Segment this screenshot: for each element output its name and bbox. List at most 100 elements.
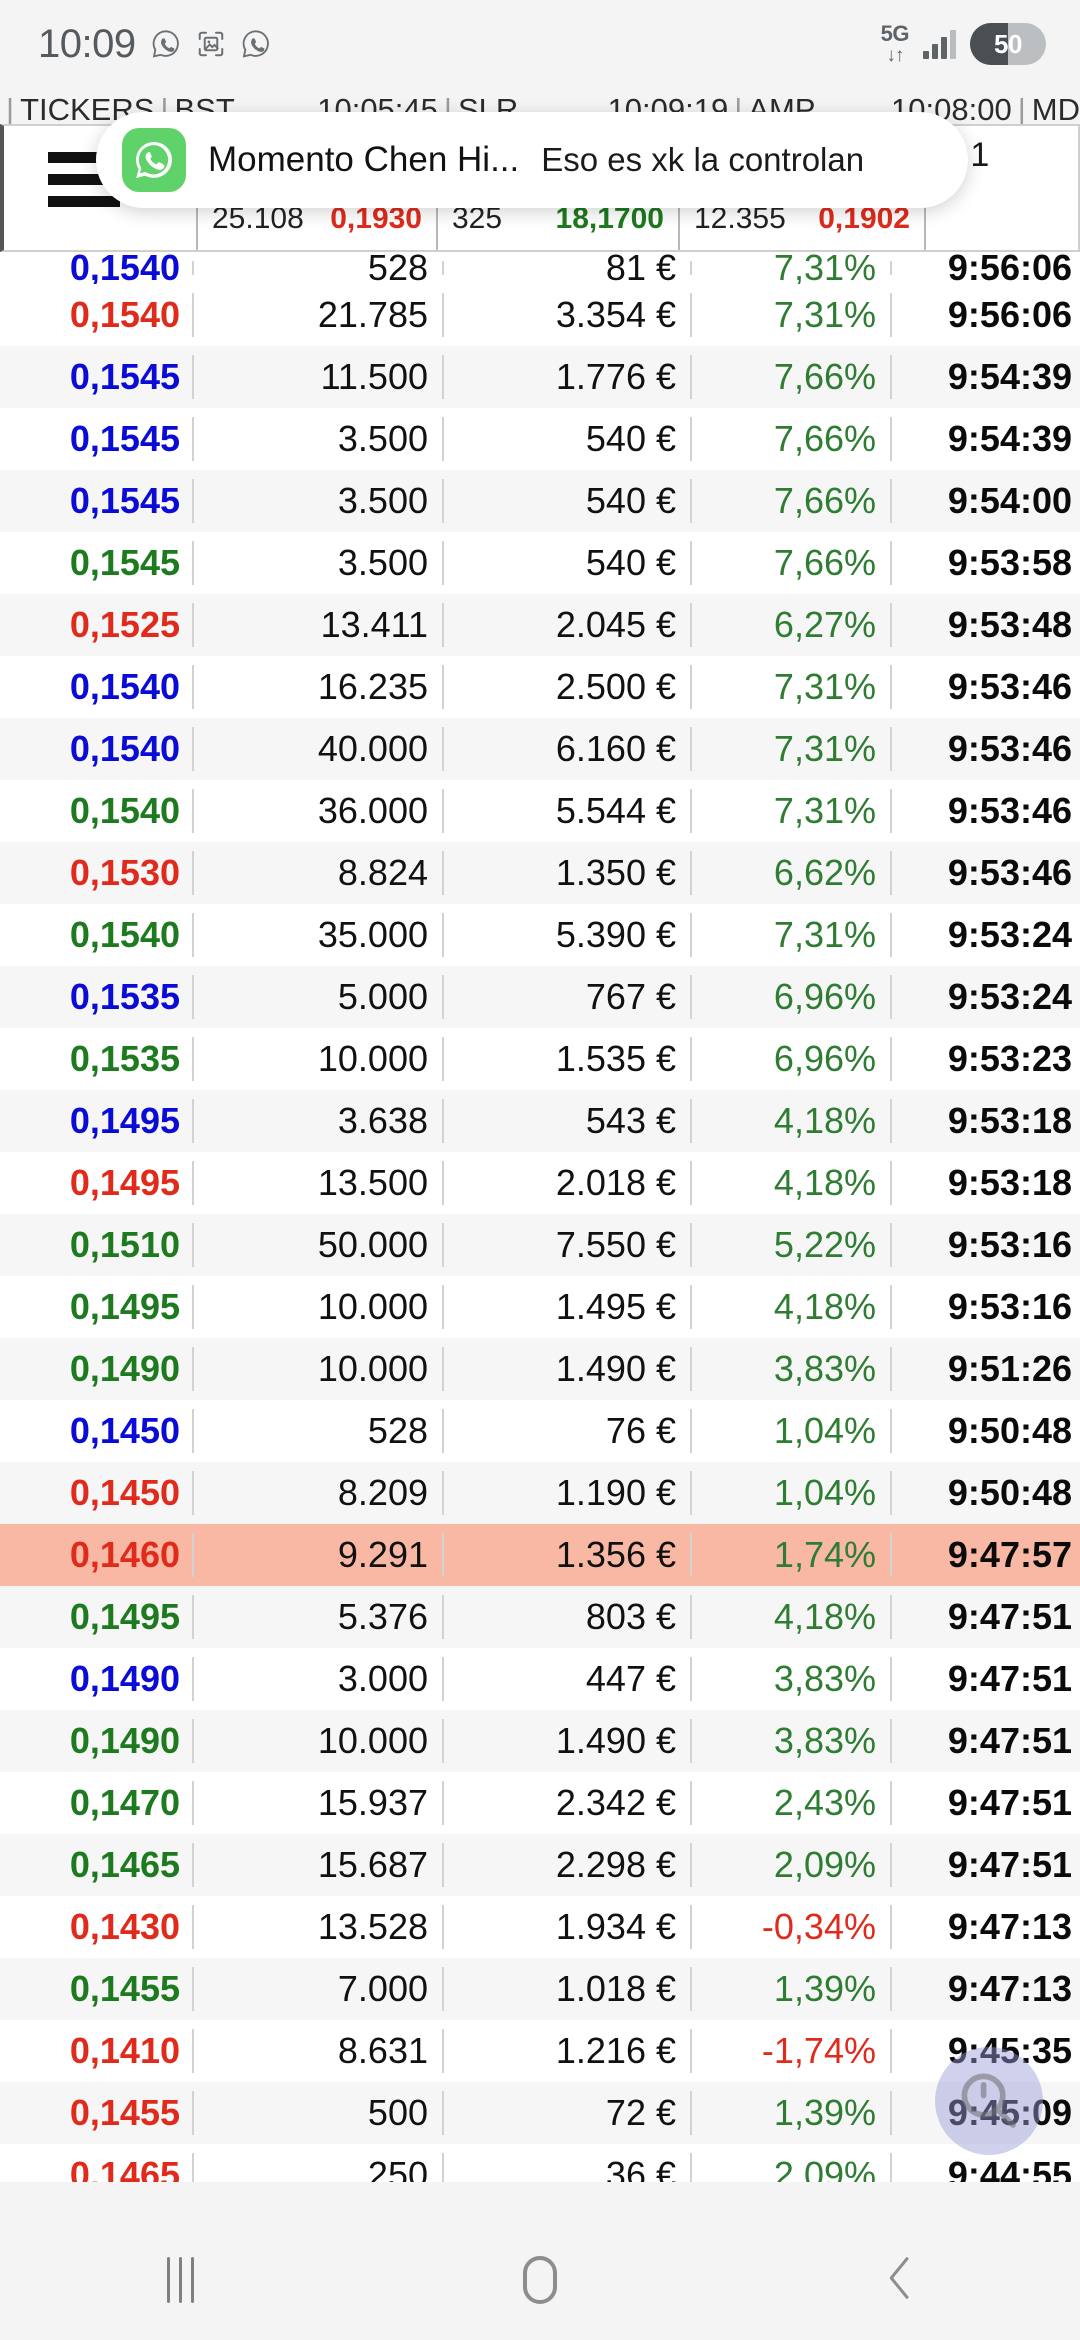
table-row[interactable]: 0,1525 13.411 2.045 €6,27% 9:53:48 xyxy=(0,594,1080,656)
table-row[interactable]: 0,1495 3.638 543 €4,18% 9:53:18 xyxy=(0,1090,1080,1152)
table-row[interactable]: 0,1490 10.000 1.490 €3,83% 9:47:51 xyxy=(0,1710,1080,1772)
home-icon xyxy=(523,2256,557,2304)
cell-price: 0,1470 xyxy=(69,1782,180,1823)
cell-price: 0,1450 xyxy=(69,1472,180,1513)
cell-percent: 7,66% xyxy=(690,470,890,532)
cell-time: 9:53:23 xyxy=(890,1028,1080,1090)
recents-icon xyxy=(166,2257,194,2303)
cell-time: 9:47:51 xyxy=(890,1710,1080,1772)
cell-effective: 3.354 € xyxy=(442,284,690,346)
cell-time: 9:47:57 xyxy=(890,1524,1080,1586)
battery-icon: 50 xyxy=(970,23,1046,65)
table-row[interactable]: 0,1545 11.500 1.776 €7,66% 9:54:39 xyxy=(0,346,1080,408)
table-row[interactable]: 0,1540 528 81 €7,31% 9:56:06 xyxy=(0,252,1080,284)
cell-percent: 4,18% xyxy=(690,1276,890,1338)
cell-volume: 13.500 xyxy=(192,1152,442,1214)
table-row[interactable]: 0,1465 15.687 2.298 €2,09% 9:47:51 xyxy=(0,1834,1080,1896)
table-row[interactable]: 0,1450 528 76 €1,04% 9:50:48 xyxy=(0,1400,1080,1462)
cell-time: 9:45:35 xyxy=(890,2020,1080,2082)
android-nav-bar xyxy=(0,2220,1080,2340)
cell-effective: 540 € xyxy=(442,532,690,594)
ticker-item-name[interactable]: MD xyxy=(1031,92,1080,127)
status-bar-clock: 10:09 xyxy=(38,21,136,66)
cell-effective: 2.045 € xyxy=(442,594,690,656)
cell-volume: 36.000 xyxy=(192,780,442,842)
search-icon xyxy=(961,2073,1016,2128)
table-row[interactable]: 0,1470 15.937 2.342 €2,43% 9:47:51 xyxy=(0,1772,1080,1834)
cell-time: 9:47:13 xyxy=(890,1896,1080,1958)
cell-volume: 50.000 xyxy=(192,1214,442,1276)
cell-price: 0,1540 xyxy=(69,914,180,955)
cell-percent: 7,66% xyxy=(690,346,890,408)
table-row[interactable]: 0,1535 5.000 767 €6,96% 9:53:24 xyxy=(0,966,1080,1028)
home-button[interactable] xyxy=(360,2220,720,2340)
cell-price: 0,1545 xyxy=(69,542,180,583)
hamburger-menu-icon[interactable] xyxy=(48,152,120,218)
table-bottom-gap xyxy=(0,2182,1080,2220)
cell-volume: 8.209 xyxy=(192,1462,442,1524)
cell-percent: 6,27% xyxy=(690,594,890,656)
cell-volume: 16.235 xyxy=(192,656,442,718)
cell-time: 9:53:58 xyxy=(890,532,1080,594)
back-button[interactable] xyxy=(720,2220,1080,2340)
table-row[interactable]: 0,1410 8.631 1.216 € -1,74% 9:45:35 xyxy=(0,2020,1080,2082)
cell-percent: 1,74% xyxy=(690,1524,890,1586)
cell-volume: 40.000 xyxy=(192,718,442,780)
cell-volume: 21.785 xyxy=(192,284,442,346)
cell-volume: 250 xyxy=(192,2144,442,2182)
table-row[interactable]: 0,1545 3.500 540 €7,66% 9:53:58 xyxy=(0,532,1080,594)
table-row[interactable]: 0,1465 250 36 €2,09% 9:44:55 xyxy=(0,2144,1080,2182)
cell-volume: 500 xyxy=(192,2082,442,2144)
table-row[interactable]: 0,1490 3.000 447 €3,83% 9:47:51 xyxy=(0,1648,1080,1710)
cell-price: 0,1540 xyxy=(69,294,180,335)
cell-effective: 2.500 € xyxy=(442,656,690,718)
table-row[interactable]: 0,1455 500 72 €1,39% 9:45:09 xyxy=(0,2082,1080,2144)
cell-volume: 10.000 xyxy=(192,1710,442,1772)
whatsapp-notification[interactable]: Momento Chen Hi... Eso es xk la controla… xyxy=(96,112,968,208)
table-row[interactable]: 0,1460 9.291 1.356 €1,74% 9:47:57 xyxy=(0,1524,1080,1586)
floating-search-bubble[interactable] xyxy=(935,2047,1043,2155)
table-row[interactable]: 0,1450 8.209 1.190 €1,04% 9:50:48 xyxy=(0,1462,1080,1524)
table-row[interactable]: 0,1495 13.500 2.018 €4,18% 9:53:18 xyxy=(0,1152,1080,1214)
cell-volume: 3.500 xyxy=(192,532,442,594)
table-row[interactable]: 0,1510 50.000 7.550 €5,22% 9:53:16 xyxy=(0,1214,1080,1276)
cell-time: 9:53:46 xyxy=(890,780,1080,842)
trades-table[interactable]: 0,1540 528 81 €7,31% 9:56:06 0,1540 21.785 3.3… xyxy=(0,252,1080,2182)
battery-percent: 50 xyxy=(994,28,1022,59)
cell-volume: 3.638 xyxy=(192,1090,442,1152)
cell-price: 0,1545 xyxy=(69,480,180,521)
cell-effective: 1.190 € xyxy=(442,1462,690,1524)
cell-price: 0,1410 xyxy=(69,2030,180,2071)
cell-time: 9:53:16 xyxy=(890,1276,1080,1338)
cell-effective: 1.356 € xyxy=(442,1524,690,1586)
cell-percent: 2,09% xyxy=(690,2144,890,2182)
cell-time: 9:56:06 xyxy=(890,252,1080,284)
cell-volume: 15.687 xyxy=(192,1834,442,1896)
cell-percent: 4,18% xyxy=(690,1152,890,1214)
table-row[interactable]: 0,1535 10.000 1.535 €6,96% 9:53:23 xyxy=(0,1028,1080,1090)
table-row[interactable]: 0,1430 13.528 1.934 € -0,34% 9:47:13 xyxy=(0,1896,1080,1958)
table-row[interactable]: 0,1540 21.785 3.354 €7,31% 9:56:06 xyxy=(0,284,1080,346)
cell-time: 9:50:48 xyxy=(890,1400,1080,1462)
table-row[interactable]: 0,1540 35.000 5.390 €7,31% 9:53:24 xyxy=(0,904,1080,966)
table-row[interactable]: 0,1495 5.376 803 €4,18% 9:47:51 xyxy=(0,1586,1080,1648)
table-row[interactable]: 0,1540 36.000 5.544 €7,31% 9:53:46 xyxy=(0,780,1080,842)
table-row[interactable]: 0,1455 7.000 1.018 €1,39% 9:47:13 xyxy=(0,1958,1080,2020)
cell-volume: 10.000 xyxy=(192,1338,442,1400)
recents-button[interactable] xyxy=(0,2220,360,2340)
cell-volume: 10.000 xyxy=(192,1276,442,1338)
table-row[interactable]: 0,1540 16.235 2.500 €7,31% 9:53:46 xyxy=(0,656,1080,718)
cell-volume: 3.500 xyxy=(192,470,442,532)
table-row[interactable]: 0,1530 8.824 1.350 €6,62% 9:53:46 xyxy=(0,842,1080,904)
cell-time: 9:44:55 xyxy=(890,2144,1080,2182)
network-label: 5G xyxy=(880,21,910,46)
table-row[interactable]: 0,1495 10.000 1.495 €4,18% 9:53:16 xyxy=(0,1276,1080,1338)
cell-time: 9:53:46 xyxy=(890,718,1080,780)
table-row[interactable]: 0,1490 10.000 1.490 €3,83% 9:51:26 xyxy=(0,1338,1080,1400)
table-row[interactable]: 0,1545 3.500 540 €7,66% 9:54:39 xyxy=(0,408,1080,470)
cell-percent: 7,66% xyxy=(690,532,890,594)
cell-percent: 7,66% xyxy=(690,408,890,470)
table-row[interactable]: 0,1540 40.000 6.160 €7,31% 9:53:46 xyxy=(0,718,1080,780)
table-row[interactable]: 0,1545 3.500 540 €7,66% 9:54:00 xyxy=(0,470,1080,532)
